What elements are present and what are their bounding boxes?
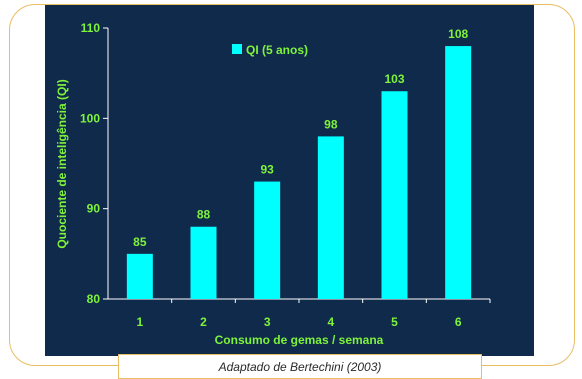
- bar: [445, 46, 472, 299]
- x-tick-label: 3: [264, 315, 271, 329]
- x-tick-label: 2: [200, 315, 207, 329]
- x-tick-label: 4: [327, 315, 334, 329]
- data-label: 103: [384, 72, 404, 86]
- bar: [190, 226, 217, 299]
- y-axis-title: Quociente de inteligência (QI): [55, 79, 69, 248]
- labels: 85 1 88 2 93 3 98 4 103 5 108 6: [133, 27, 468, 329]
- data-label: 85: [133, 235, 147, 249]
- y-tick-label: 90: [87, 202, 101, 216]
- bar: [126, 253, 153, 299]
- legend-label: QI (5 anos): [246, 43, 308, 57]
- y-tick-label: 110: [81, 21, 101, 35]
- x-tick-label: 6: [455, 315, 462, 329]
- bar: [381, 91, 408, 299]
- data-label: 108: [448, 27, 468, 41]
- x-tick-label: 1: [136, 315, 143, 329]
- bar: [254, 181, 281, 299]
- y-tick-label: 100: [80, 111, 100, 125]
- x-axis-title: Consumo de gemas / semana: [215, 333, 384, 347]
- y-tick-label: 80: [87, 292, 101, 306]
- legend-swatch: [232, 44, 242, 54]
- axes: 80 90 100 110: [80, 21, 491, 306]
- bars: [126, 46, 472, 299]
- x-tick-label: 5: [391, 315, 398, 329]
- source-caption-box: Adaptado de Bertechini (2003): [118, 354, 482, 379]
- source-caption: Adaptado de Bertechini (2003): [218, 359, 382, 374]
- data-label: 93: [260, 163, 274, 177]
- data-label: 98: [324, 117, 338, 131]
- legend: QI (5 anos): [232, 43, 308, 57]
- bar: [317, 136, 344, 299]
- data-label: 88: [197, 208, 211, 222]
